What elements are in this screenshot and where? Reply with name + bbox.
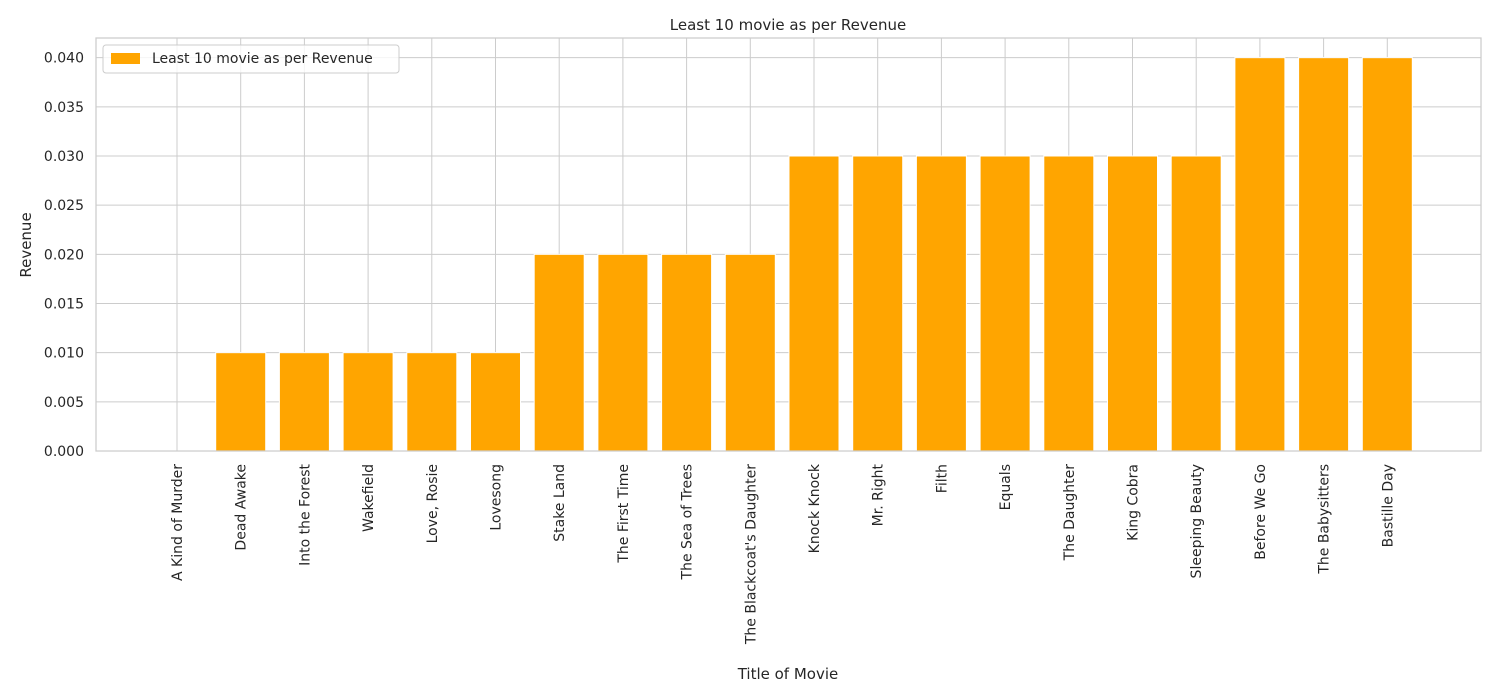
chart-title: Least 10 movie as per Revenue bbox=[670, 16, 906, 34]
bar bbox=[1107, 155, 1158, 452]
bar bbox=[1043, 155, 1095, 452]
x-tick-label: Love, Rosie bbox=[425, 464, 441, 543]
x-tick-label: The Daughter bbox=[1062, 464, 1078, 562]
x-tick-label: Filth bbox=[934, 464, 950, 493]
bar bbox=[470, 352, 521, 452]
bar bbox=[1361, 57, 1413, 452]
bar bbox=[406, 352, 458, 452]
y-tick-label: 0.015 bbox=[44, 297, 84, 313]
y-tick-label: 0.030 bbox=[44, 149, 84, 165]
x-tick-label: Dead Awake bbox=[234, 464, 250, 551]
y-axis-label: Revenue bbox=[17, 212, 35, 277]
y-tick-label: 0.035 bbox=[44, 100, 84, 116]
bar bbox=[852, 155, 904, 452]
y-tick-label: 0.010 bbox=[44, 346, 84, 362]
y-tick-label: 0.025 bbox=[44, 198, 84, 214]
x-tick-label: Mr. Right bbox=[871, 464, 887, 527]
x-tick-label: A Kind of Murder bbox=[170, 464, 186, 581]
y-tick-label: 0.000 bbox=[44, 444, 84, 460]
bar bbox=[342, 352, 394, 452]
x-tick-label: Stake Land bbox=[552, 464, 568, 542]
x-tick-label: The Sea of Trees bbox=[680, 464, 696, 580]
bar bbox=[1170, 155, 1222, 452]
x-tick-label: Knock Knock bbox=[807, 463, 823, 553]
x-tick-label: Before We Go bbox=[1253, 464, 1269, 560]
bars bbox=[215, 57, 1413, 452]
x-tick-label: Wakefield bbox=[361, 464, 377, 532]
bar bbox=[1234, 57, 1286, 452]
bar bbox=[788, 155, 840, 452]
x-tick-label: The Blackcoat's Daughter bbox=[743, 464, 759, 645]
x-tick-label: Sleeping Beauty bbox=[1189, 464, 1205, 578]
y-tick-label: 0.005 bbox=[44, 395, 84, 411]
bar bbox=[278, 352, 330, 452]
legend-box bbox=[102, 44, 400, 74]
bar bbox=[1298, 57, 1350, 452]
x-tick-label: Equals bbox=[998, 464, 1014, 510]
x-tick-label: The First Time bbox=[616, 464, 632, 564]
bar bbox=[533, 253, 585, 452]
bar bbox=[915, 155, 967, 452]
y-tick-label: 0.040 bbox=[44, 51, 84, 67]
x-tick-label: Lovesong bbox=[489, 464, 505, 531]
bar bbox=[661, 253, 713, 452]
legend-swatch bbox=[111, 53, 140, 64]
legend: Least 10 movie as per Revenue bbox=[102, 44, 400, 74]
bar bbox=[597, 253, 649, 452]
plot-frame bbox=[95, 37, 1482, 452]
bar bbox=[215, 352, 267, 452]
x-tick-label: Bastille Day bbox=[1380, 464, 1396, 547]
x-tick-label: King Cobra bbox=[1126, 464, 1142, 541]
x-axis-ticks: A Kind of Murder Dead Awake Into the Fores… bbox=[170, 463, 1396, 645]
x-tick-label: Into the Forest bbox=[297, 463, 313, 565]
bar bbox=[724, 253, 776, 452]
x-axis-label: Title of Movie bbox=[737, 665, 839, 683]
legend-label: Least 10 movie as per Revenue bbox=[152, 51, 373, 67]
bar bbox=[979, 155, 1031, 452]
y-tick-label: 0.020 bbox=[44, 247, 84, 263]
x-tick-label: The Babysitters bbox=[1317, 464, 1333, 575]
y-axis-ticks: 0.000 0.005 0.010 0.015 0.020 0.025 0.030 0.035… bbox=[44, 51, 84, 460]
